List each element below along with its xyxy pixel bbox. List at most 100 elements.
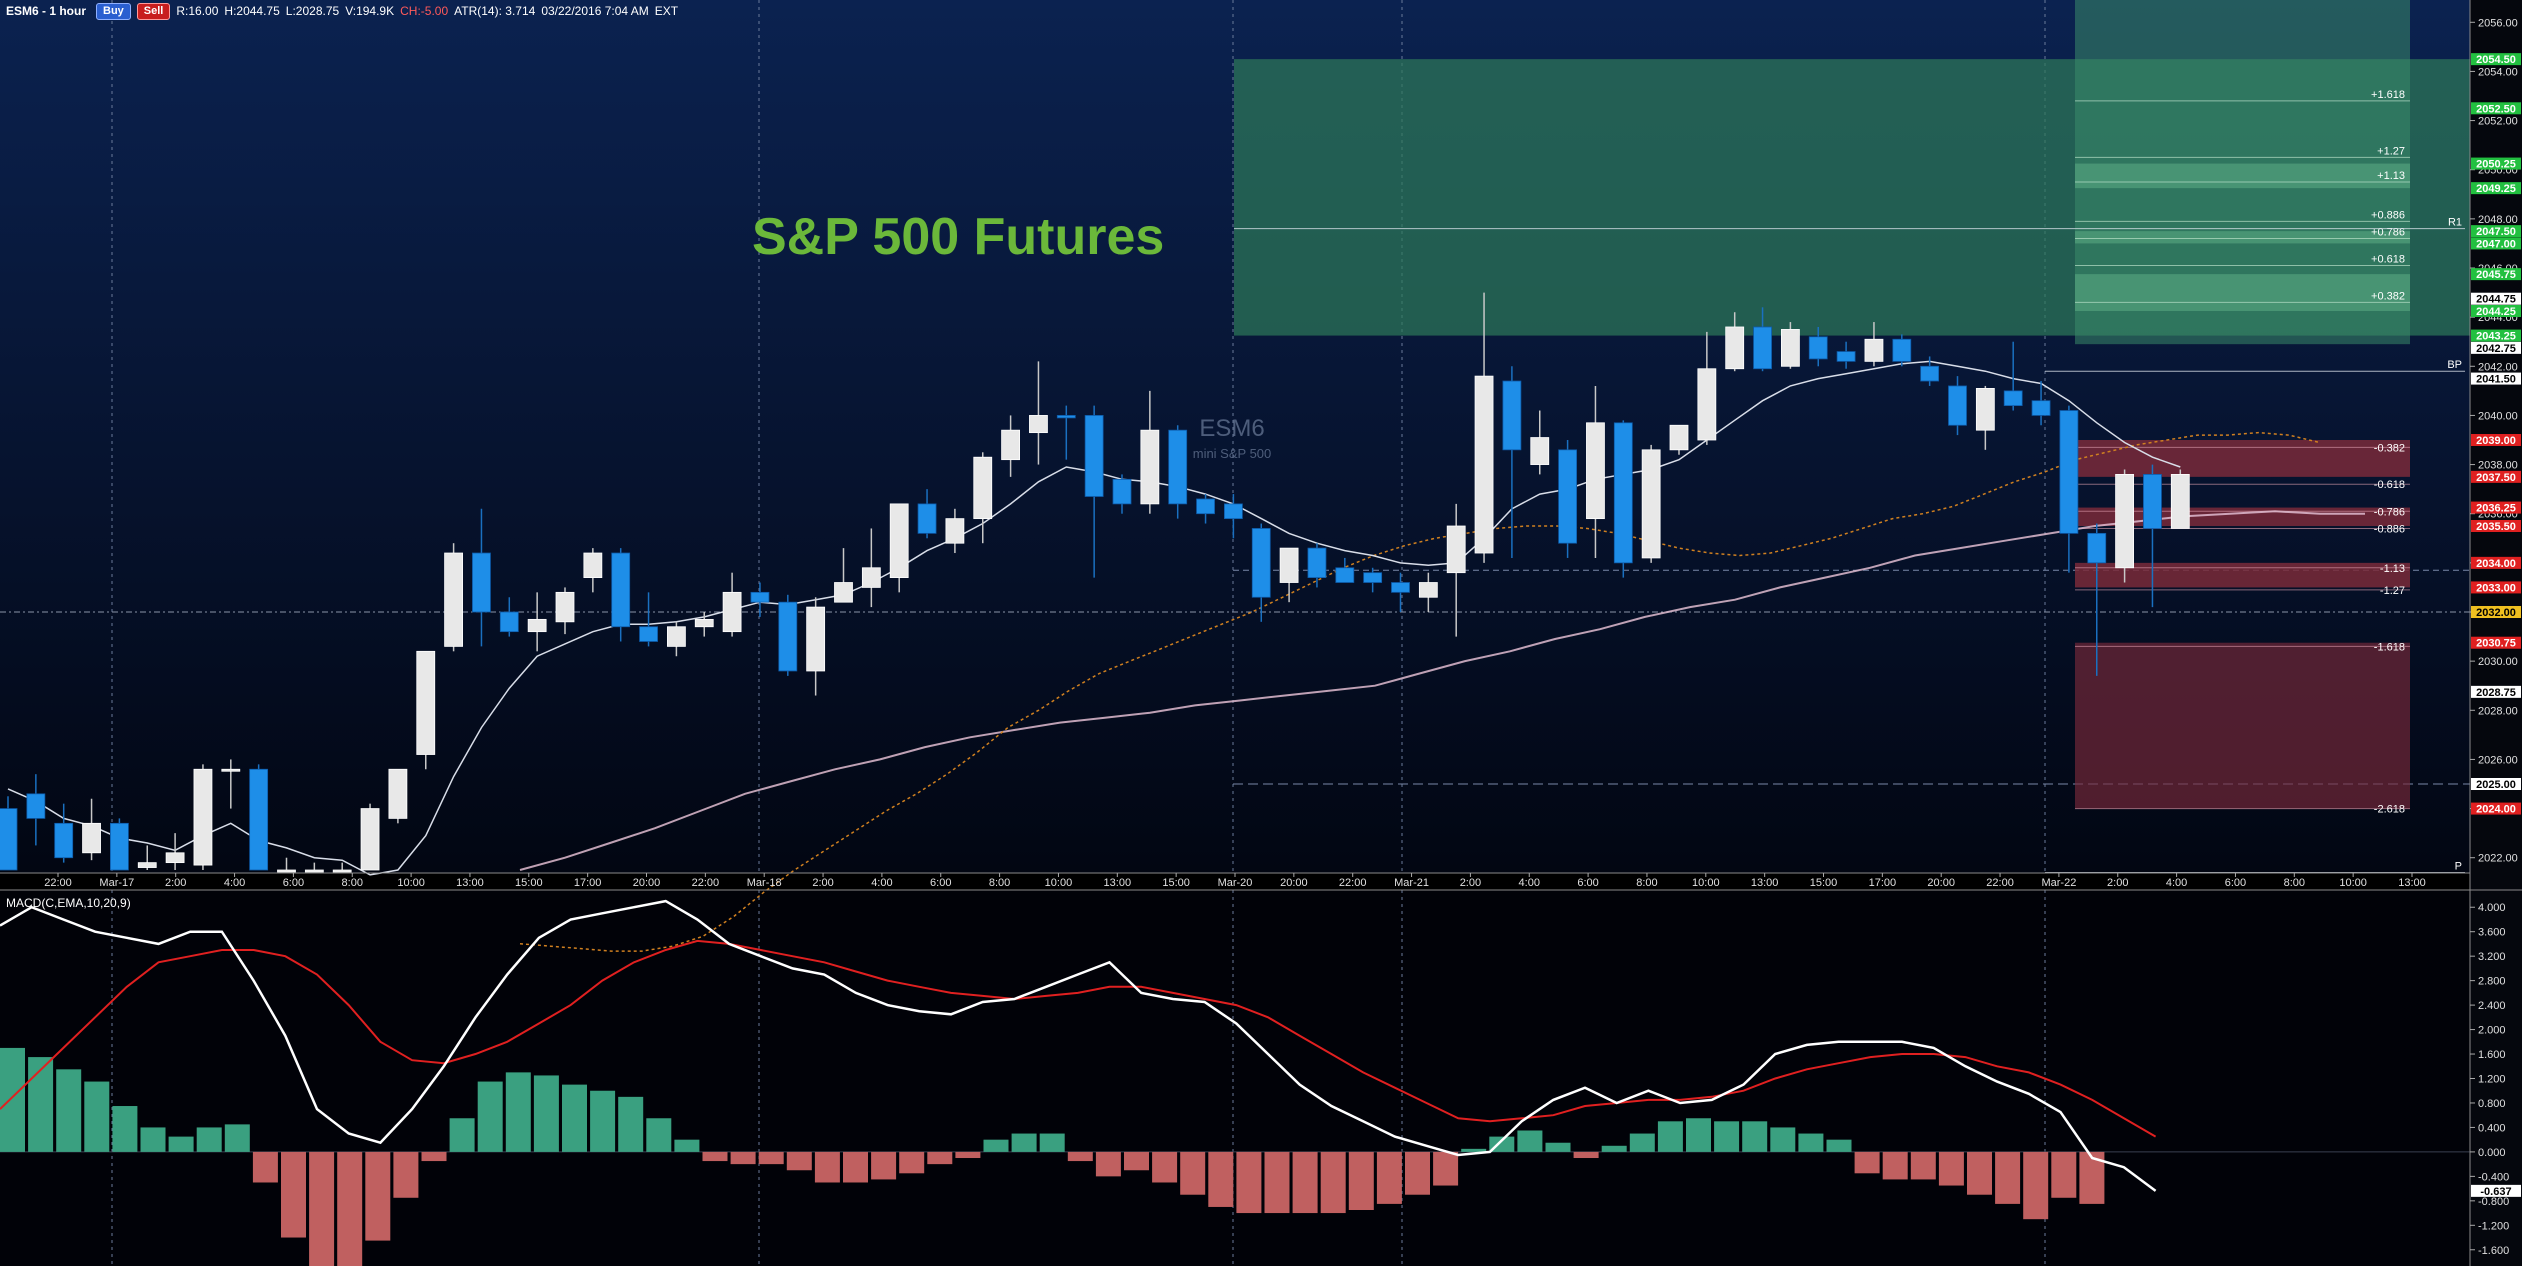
fib-level-label: +0.886 bbox=[2371, 209, 2405, 221]
macd-histogram-bar bbox=[1573, 1151, 1599, 1159]
candle-up bbox=[1279, 547, 1299, 583]
time-tick-label: 20:00 bbox=[1927, 877, 1955, 889]
price-tag-box bbox=[2471, 53, 2521, 66]
watermark-symbol: ESM6 bbox=[1199, 415, 1264, 442]
macd-histogram-bar bbox=[927, 1151, 953, 1165]
high-value: H:2044.75 bbox=[224, 4, 280, 18]
macd-histogram-bar bbox=[702, 1151, 728, 1162]
macd-histogram-bar bbox=[2023, 1151, 2049, 1220]
candle-up bbox=[583, 552, 603, 578]
candle-up bbox=[1586, 422, 1605, 520]
fib-level-label: -2.618 bbox=[2374, 804, 2405, 816]
macd-histogram-bar bbox=[1292, 1151, 1318, 1214]
macd-histogram-bar bbox=[112, 1106, 138, 1152]
price-tag-label: 2039.00 bbox=[2476, 435, 2516, 447]
fib-level-label: -0.618 bbox=[2374, 479, 2405, 491]
price-tag-label: 2033.00 bbox=[2476, 582, 2516, 594]
time-tick-label: Mar-18 bbox=[747, 877, 782, 889]
macd-histogram-bar bbox=[1882, 1151, 1908, 1180]
candle-up bbox=[1029, 415, 1048, 434]
macd-histogram-bar bbox=[0, 1047, 25, 1152]
price-tag-label: 2030.75 bbox=[2476, 638, 2516, 650]
price-tag-label: 2049.25 bbox=[2476, 183, 2516, 195]
macd-histogram-bar bbox=[1180, 1151, 1206, 1195]
macd-histogram-bar bbox=[1236, 1151, 1262, 1214]
price-tick-label: 2022.00 bbox=[2478, 853, 2518, 865]
macd-tick-label: 0.400 bbox=[2478, 1122, 2506, 1134]
candle-down bbox=[750, 591, 770, 603]
price-tag-box bbox=[2471, 329, 2521, 342]
candle-down bbox=[110, 822, 129, 871]
time-tick-label: 2:00 bbox=[1460, 877, 1481, 889]
fib-level-label: -1.13 bbox=[2380, 563, 2405, 575]
macd-histogram-bar bbox=[140, 1127, 166, 1152]
macd-tick-label: 1.200 bbox=[2478, 1074, 2506, 1086]
price-tick-label: 2056.00 bbox=[2478, 17, 2518, 29]
time-tick-label: Mar-21 bbox=[1394, 877, 1429, 889]
macd-histogram-bar bbox=[449, 1118, 475, 1152]
time-tick-label: 15:00 bbox=[1810, 877, 1838, 889]
macd-panel-background bbox=[0, 890, 2470, 1266]
candle-down bbox=[1892, 338, 1912, 362]
chart-title: S&P 500 Futures bbox=[752, 208, 1164, 266]
macd-histogram-bar bbox=[899, 1151, 925, 1174]
candle-up bbox=[137, 862, 157, 868]
price-tick-label: 2048.00 bbox=[2478, 214, 2518, 226]
candle-up bbox=[1725, 326, 1745, 370]
candle-down bbox=[2031, 400, 2051, 416]
macd-tick-label: 4.000 bbox=[2478, 902, 2506, 914]
macd-histogram-bar bbox=[758, 1151, 784, 1165]
pivot-level-label: P bbox=[2455, 860, 2462, 872]
time-tick-label: 8:00 bbox=[989, 877, 1010, 889]
macd-tick-label: 3.200 bbox=[2478, 951, 2506, 963]
macd-histogram-bar bbox=[1433, 1151, 1459, 1186]
candle-up bbox=[806, 606, 826, 672]
candle-down bbox=[1084, 415, 1104, 497]
buy-button[interactable]: Buy bbox=[96, 2, 131, 20]
session-value: EXT bbox=[654, 4, 679, 18]
fib-level-label: +0.618 bbox=[2371, 254, 2405, 266]
macd-histogram-bar bbox=[421, 1151, 447, 1162]
time-tick-label: 4:00 bbox=[871, 877, 892, 889]
macd-histogram-bar bbox=[533, 1075, 559, 1152]
candle-up bbox=[304, 869, 324, 873]
candle-up bbox=[332, 869, 352, 873]
candle-up bbox=[1669, 424, 1689, 451]
price-tag-label: 2043.25 bbox=[2476, 331, 2516, 343]
macd-value-label: -0.637 bbox=[2480, 1186, 2511, 1198]
candle-down bbox=[778, 601, 798, 672]
price-tag-box bbox=[2471, 182, 2521, 195]
candle-down bbox=[1613, 422, 1633, 564]
sell-button[interactable]: Sell bbox=[136, 2, 171, 20]
macd-histogram-bar bbox=[84, 1081, 110, 1152]
macd-histogram-bar bbox=[337, 1151, 363, 1266]
price-tag-box bbox=[2471, 470, 2521, 483]
pivot-level-label: R1 bbox=[2448, 217, 2462, 229]
candle-up bbox=[1474, 375, 1494, 554]
macd-histogram-bar bbox=[1405, 1151, 1430, 1195]
time-tick-label: 8:00 bbox=[342, 877, 363, 889]
candle-down bbox=[249, 768, 269, 871]
price-tag-box bbox=[2471, 802, 2521, 815]
candle-down bbox=[1502, 380, 1522, 451]
price-tag-box bbox=[2471, 501, 2521, 514]
time-tick-label: 22:00 bbox=[1339, 877, 1367, 889]
time-tick-label: 4:00 bbox=[1519, 877, 1540, 889]
candle-up bbox=[221, 768, 241, 772]
macd-histogram-bar bbox=[1545, 1142, 1571, 1152]
candle-up bbox=[722, 591, 742, 633]
fib-level-label: +1.13 bbox=[2377, 170, 2405, 182]
macd-histogram-bar bbox=[1629, 1133, 1655, 1152]
time-tick-label: 15:00 bbox=[515, 877, 543, 889]
macd-histogram-bar bbox=[843, 1151, 868, 1183]
macd-histogram-bar bbox=[196, 1127, 222, 1152]
macd-histogram-bar bbox=[674, 1139, 700, 1152]
candle-up bbox=[1975, 387, 1995, 431]
time-tick-label: 17:00 bbox=[1869, 877, 1897, 889]
time-tick-label: 10:00 bbox=[397, 877, 425, 889]
candle-up bbox=[388, 768, 408, 819]
macd-histogram-bar bbox=[1039, 1133, 1065, 1152]
macd-histogram-bar bbox=[1995, 1151, 2021, 1204]
macd-tick-label: 2.000 bbox=[2478, 1025, 2506, 1037]
